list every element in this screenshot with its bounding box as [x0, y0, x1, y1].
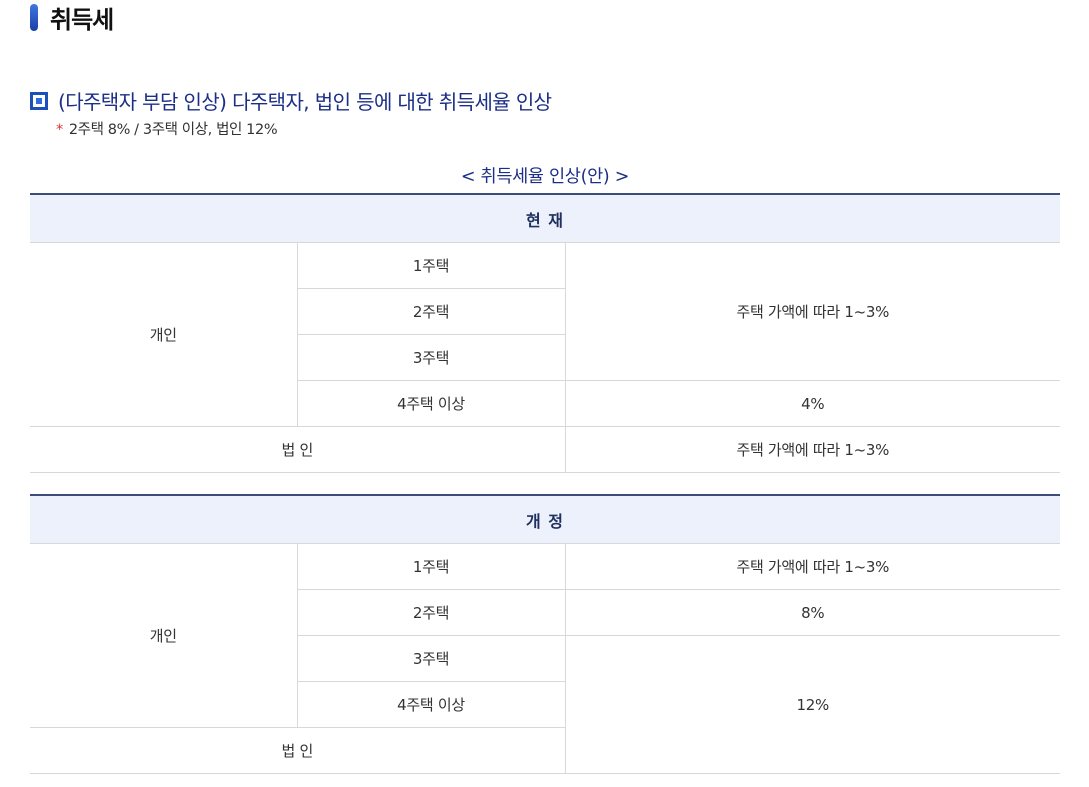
rate-cell: 12% [564, 635, 1061, 774]
rate-cell: 8% [564, 589, 1061, 636]
section-heading-text: (다주택자 부담 인상) 다주택자, 법인 등에 대한 취득세율 인상 [58, 90, 552, 114]
page-title: 취득세 [30, 2, 114, 34]
note-text: 2주택 8% / 3주택 이상, 법인 12% [68, 122, 278, 138]
table-caption: < 취득세율 인상(안) > [460, 167, 630, 187]
house-count-cell: 2주택 [296, 288, 565, 335]
category-corporation: 법 인 [30, 426, 565, 473]
table-row: 2주택 8% [30, 589, 1061, 636]
house-count-cell: 4주택 이상 [296, 681, 565, 728]
table-row: 개인 1주택 주택 가액에 따라 1~3% [30, 242, 1061, 427]
house-count-cell: 1주택 [296, 242, 565, 289]
table-row: 4주택 이상 [30, 681, 1060, 728]
rate-cell: 주택 가액에 따라 1~3% [564, 242, 1061, 381]
table-row: 법 인 주택 가액에 따라 1~3% [30, 426, 1061, 473]
house-count-cell: 4주택 이상 [296, 380, 565, 427]
category-individual: 개인 [30, 242, 297, 427]
house-count-cell: 3주택 [296, 334, 565, 381]
asterisk-mark: * [56, 122, 63, 138]
section-note: * 2주택 8% / 3주택 이상, 법인 12% [56, 118, 278, 139]
table-header-current: 현 재 [30, 193, 1061, 243]
rate-cell: 주택 가액에 따라 1~3% [564, 543, 1061, 590]
table-row: 2주택 [30, 288, 1060, 335]
current-rate-table: 현 재 개인 1주택 주택 가액에 따라 1~3% 2주택 3주택 4주택 이상… [30, 193, 1061, 473]
rate-cell: 4% [564, 380, 1061, 427]
category-corporation: 법 인 [30, 727, 565, 774]
square-bullet-icon [30, 91, 48, 110]
category-individual: 개인 [30, 543, 297, 728]
table-row: 4주택 이상 4% [30, 380, 1061, 427]
table-row: 3주택 [30, 334, 1060, 381]
table-row: 개인 1주택 주택 가액에 따라 1~3% [30, 543, 1061, 728]
house-count-cell: 1주택 [296, 543, 565, 590]
house-count-cell: 3주택 [296, 635, 565, 682]
section-heading: (다주택자 부담 인상) 다주택자, 법인 등에 대한 취득세율 인상 [30, 86, 552, 115]
table-row: 3주택 12% [30, 635, 1061, 774]
revised-rate-table: 개 정 개인 1주택 주택 가액에 따라 1~3% 2주택 8% 3주택 12%… [30, 494, 1061, 774]
rate-cell: 주택 가액에 따라 1~3% [564, 426, 1061, 473]
table-header-revised: 개 정 [30, 494, 1061, 544]
house-count-cell: 2주택 [296, 589, 565, 636]
page-title-text: 취득세 [50, 5, 114, 34]
title-accent-bar [30, 3, 38, 31]
table-row: 법 인 [30, 727, 1060, 774]
